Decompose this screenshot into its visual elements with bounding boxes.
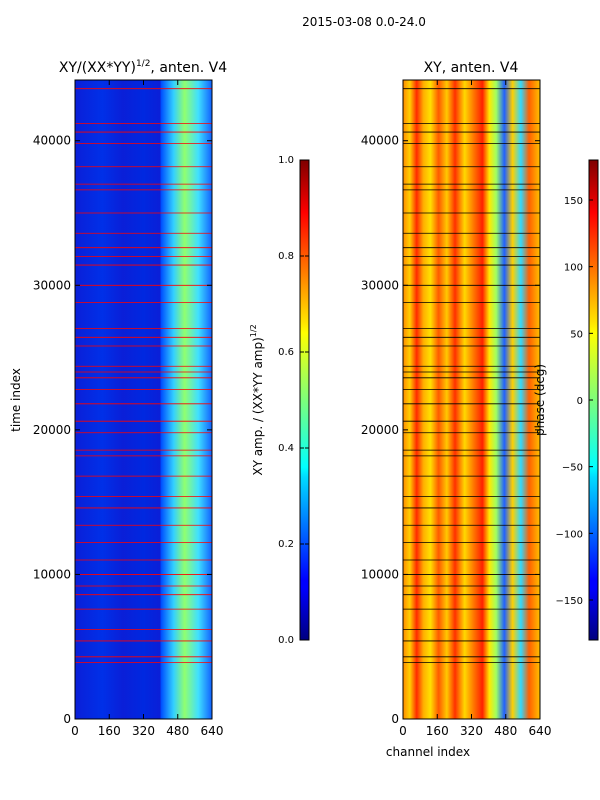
colorbar2-label: phase (deg): [533, 364, 547, 436]
panel1-xtick-label: 0: [71, 724, 79, 738]
panel1-image: [75, 80, 212, 719]
colorbar1-tick-label: 0.2: [278, 539, 294, 550]
panel1-xticks: 0 160 320 480 640: [71, 80, 223, 738]
colorbar1-tick-label: 0.4: [278, 443, 294, 454]
panel2-heatmap: [402, 79, 541, 720]
panel2-title: XY, anten. V4: [424, 60, 519, 76]
colorbar1-bar: [299, 159, 310, 641]
panel2-ytick-label: 40000: [361, 134, 399, 148]
colorbar2-tick-label: −150: [556, 596, 583, 607]
panel2-ytick-label: 20000: [361, 423, 399, 437]
panel2-image: [403, 80, 540, 719]
panel2-xtick-label: 320: [460, 724, 483, 738]
panel1-ytick-label: 30000: [33, 278, 71, 292]
panel1-xtick-label: 160: [98, 724, 121, 738]
colorbar2-tick-label: 150: [564, 196, 583, 207]
colorbar2-ticks: 150 100 50 0 −50 −100 −150: [556, 196, 593, 607]
panel2-xtick-label: 480: [494, 724, 517, 738]
colorbar1-tick-label: 0.0: [278, 635, 294, 646]
colorbar2-tick-label: 50: [570, 329, 583, 340]
panel2-ytick-label: 10000: [361, 567, 399, 581]
panel1-ytick-label: 40000: [33, 134, 71, 148]
panel1-xtick-label: 640: [201, 724, 224, 738]
colorbar2-tick-label: 100: [564, 263, 583, 274]
panel2-ytick-label: 30000: [361, 278, 399, 292]
colorbar2-tick-label: −100: [556, 529, 583, 540]
panel2-flag-rows: [403, 88, 540, 664]
panel1-yticks: 0 10000 20000 30000 40000: [33, 134, 212, 726]
panel2-xticks: 0 160 320 480 640: [399, 80, 551, 738]
colorbar2-tick-label: −50: [562, 463, 583, 474]
panel1-title: XY/(XX*YY)1/2, anten. V4: [59, 59, 227, 76]
panel2-yticks: 0 10000 20000 30000 40000: [361, 134, 540, 726]
panel1-xtick-label: 480: [166, 724, 189, 738]
colorbar1-tick-label: 0.6: [278, 347, 294, 358]
panel1-ytick-label: 10000: [33, 567, 71, 581]
panel2-xtick-label: 0: [399, 724, 407, 738]
figure-suptitle: 2015-03-08 0.0-24.0: [302, 15, 426, 29]
panel1-ylabel: time index: [9, 368, 23, 432]
panel2-xlabel: channel index: [386, 745, 470, 759]
panel2-ytick-label: 0: [391, 712, 399, 726]
colorbar1-tick-label: 1.0: [278, 155, 294, 166]
panel1-ytick-label: 0: [63, 712, 71, 726]
panel2-xtick-label: 640: [529, 724, 552, 738]
colorbar2-tick-label: 0: [577, 396, 583, 407]
panel2-xtick-label: 160: [426, 724, 449, 738]
colorbar1-tick-label: 0.8: [278, 251, 294, 262]
panel1-flag-rows: [75, 88, 212, 664]
panel1-xtick-label: 320: [132, 724, 155, 738]
colorbar1-ticks: 0.0 0.2 0.4 0.6 0.8 1.0: [278, 155, 309, 646]
colorbar1-label: XY amp. / (XX*YY amp)1/2: [249, 324, 265, 475]
panel1-heatmap: [74, 79, 213, 720]
panel1-ytick-label: 20000: [33, 423, 71, 437]
